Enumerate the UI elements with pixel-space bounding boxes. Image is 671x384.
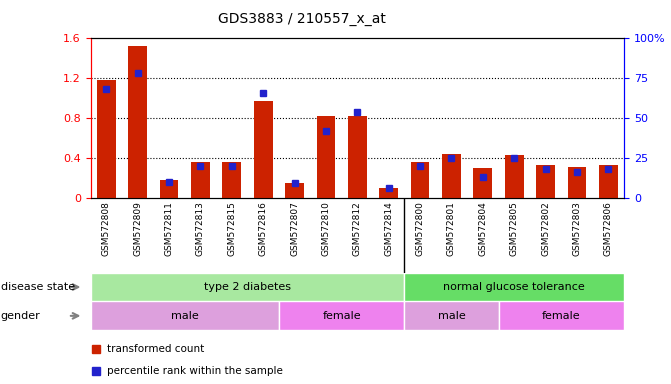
Text: GSM572806: GSM572806 [604,202,613,257]
Bar [405,273,624,301]
Text: GSM572815: GSM572815 [227,202,236,257]
Text: GSM572813: GSM572813 [196,202,205,257]
Bar [568,167,586,198]
Bar [411,162,429,198]
Text: GSM572801: GSM572801 [447,202,456,257]
Bar [91,273,405,301]
Bar [599,165,618,198]
Bar [379,188,398,198]
Bar [285,183,304,198]
Text: GSM572803: GSM572803 [572,202,582,257]
Text: female: female [322,311,361,321]
Text: GSM572809: GSM572809 [133,202,142,257]
Bar [279,301,405,330]
Text: GSM572800: GSM572800 [415,202,425,257]
Text: GDS3883 / 210557_x_at: GDS3883 / 210557_x_at [218,12,386,25]
Text: normal glucose tolerance: normal glucose tolerance [444,282,585,292]
Text: percentile rank within the sample: percentile rank within the sample [107,366,282,376]
Text: GSM572814: GSM572814 [384,202,393,256]
Text: GSM572805: GSM572805 [510,202,519,257]
Bar [317,116,336,198]
Text: GSM572807: GSM572807 [290,202,299,257]
Text: disease state: disease state [1,282,74,292]
Text: transformed count: transformed count [107,344,204,354]
Text: GSM572808: GSM572808 [102,202,111,257]
Text: GSM572802: GSM572802 [541,202,550,256]
Text: GSM572811: GSM572811 [164,202,174,257]
Bar [505,155,523,198]
Bar [499,301,624,330]
Text: GSM572812: GSM572812 [353,202,362,256]
Text: GSM572804: GSM572804 [478,202,487,256]
Bar [97,80,115,198]
Bar [222,162,241,198]
Bar [348,116,367,198]
Text: GSM572816: GSM572816 [258,202,268,257]
Text: type 2 diabetes: type 2 diabetes [204,282,291,292]
Text: GSM572810: GSM572810 [321,202,330,257]
Bar [405,301,499,330]
Text: female: female [542,311,580,321]
Bar [91,301,279,330]
Bar [254,101,272,198]
Bar [536,165,555,198]
Bar [474,168,493,198]
Bar [191,162,210,198]
Bar [442,154,461,198]
Bar [160,180,178,198]
Text: male: male [437,311,465,321]
Text: male: male [171,311,199,321]
Text: gender: gender [1,311,40,321]
Bar [128,46,147,198]
